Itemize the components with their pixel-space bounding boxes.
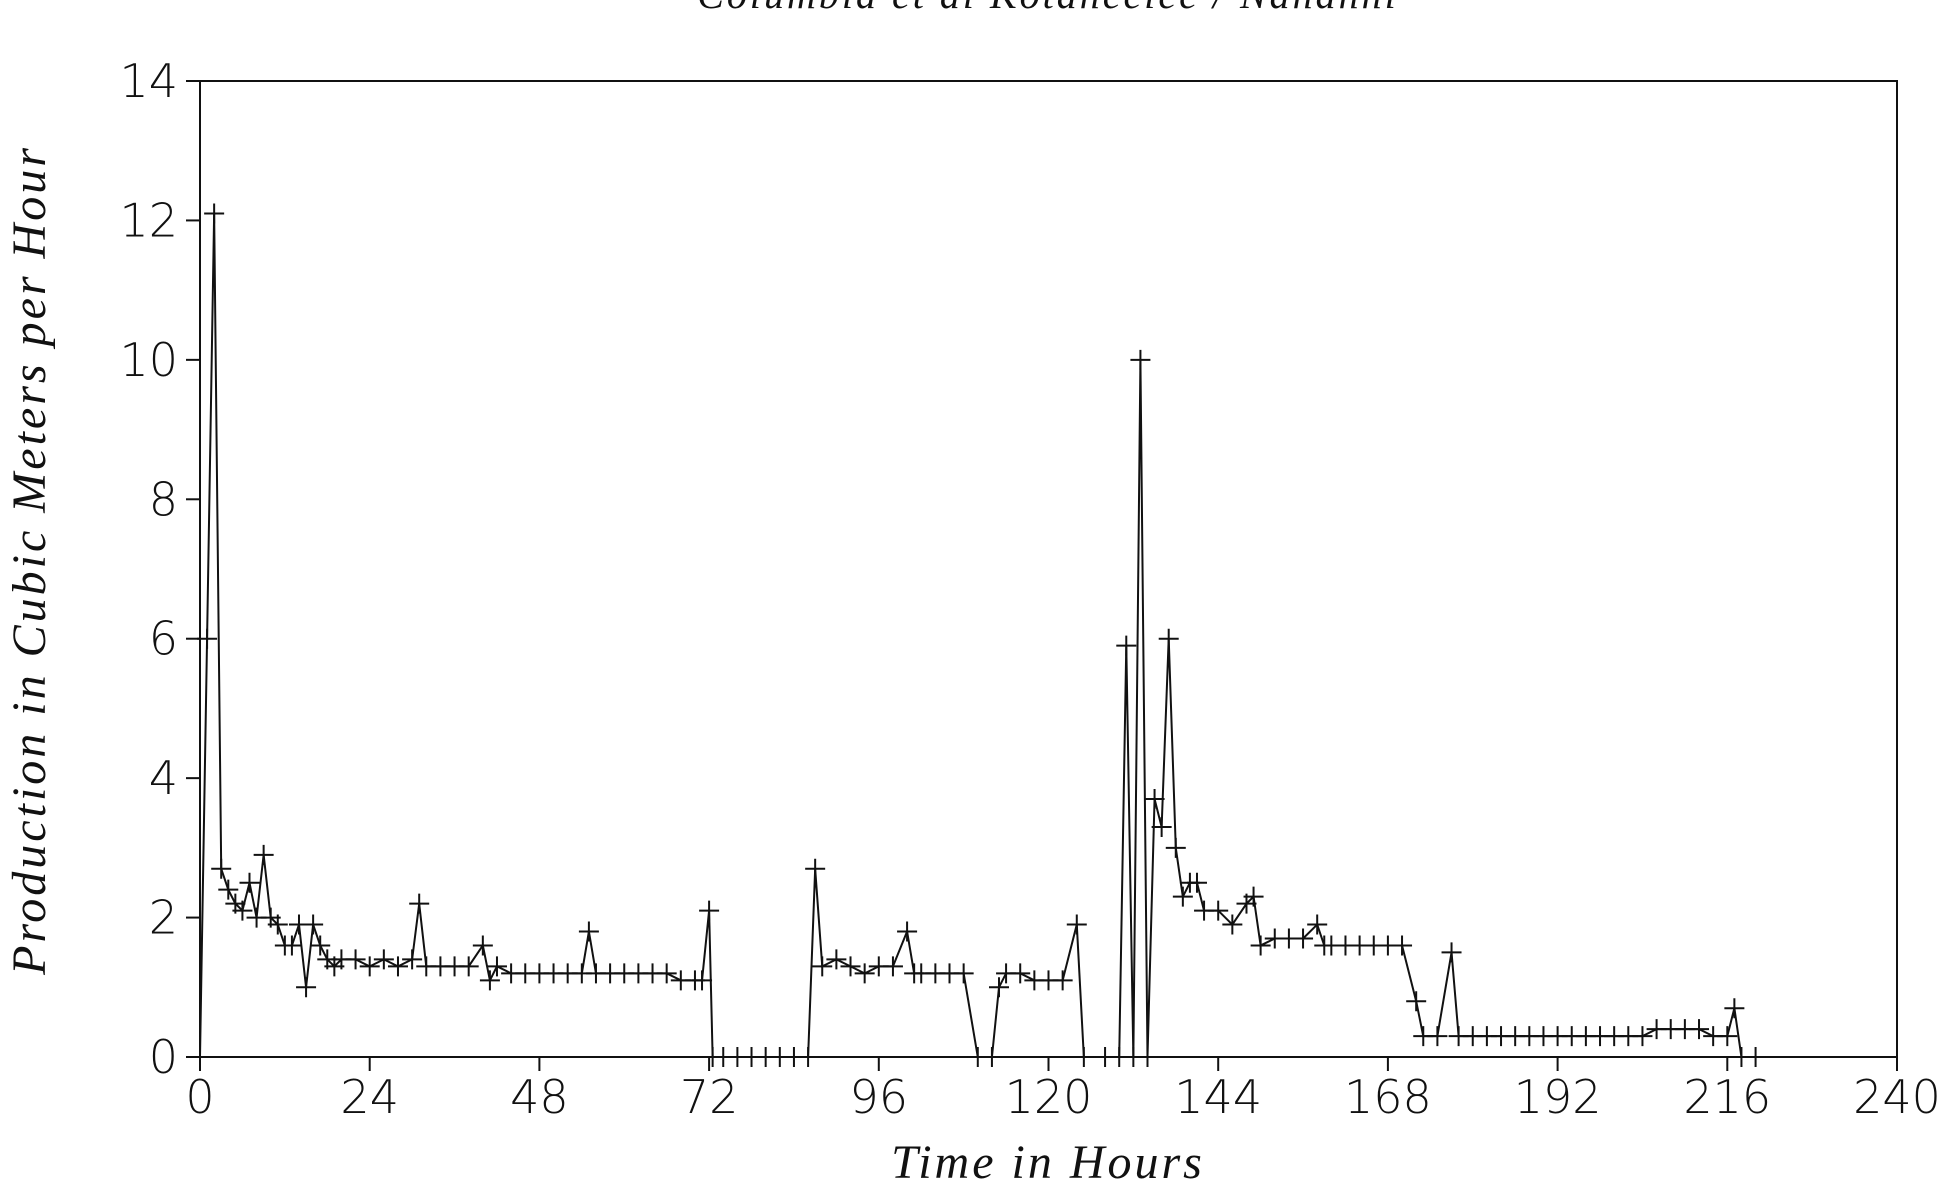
data-marker bbox=[798, 1047, 819, 1067]
data-marker bbox=[1392, 935, 1413, 956]
data-marker bbox=[1130, 349, 1151, 370]
y-tick-label: 2 bbox=[149, 891, 178, 945]
data-marker bbox=[387, 956, 408, 977]
data-marker bbox=[409, 893, 430, 914]
y-tick-label: 12 bbox=[119, 193, 178, 247]
data-marker bbox=[1066, 914, 1087, 935]
data-marker bbox=[296, 977, 317, 998]
data-marker bbox=[458, 956, 479, 977]
data-marker bbox=[1293, 928, 1314, 949]
data-marker bbox=[1427, 1026, 1448, 1047]
data-marker bbox=[239, 872, 260, 893]
data-marker bbox=[486, 956, 507, 977]
data-marker bbox=[1165, 837, 1186, 858]
data-marker bbox=[281, 935, 302, 956]
data-marker bbox=[840, 956, 861, 977]
y-axis-title: Production in Cubic Meters per Hour bbox=[3, 145, 56, 976]
y-tick-label: 8 bbox=[149, 472, 178, 526]
data-marker bbox=[826, 949, 847, 970]
data-marker bbox=[1010, 963, 1031, 984]
data-marker bbox=[1052, 970, 1073, 991]
data-marker bbox=[1717, 1026, 1738, 1047]
x-tick-label: 96 bbox=[850, 1070, 909, 1124]
x-tick-label: 240 bbox=[1853, 1070, 1941, 1124]
data-marker bbox=[1441, 942, 1462, 963]
x-tick-label: 192 bbox=[1514, 1070, 1602, 1124]
data-marker bbox=[232, 900, 253, 921]
x-tick-label: 48 bbox=[510, 1070, 569, 1124]
y-tick-label: 6 bbox=[149, 612, 178, 666]
data-marker bbox=[253, 844, 274, 865]
data-marker bbox=[1116, 635, 1137, 656]
x-tick-label: 120 bbox=[1005, 1070, 1093, 1124]
data-marker bbox=[1222, 914, 1243, 935]
y-tick-label: 10 bbox=[119, 333, 178, 387]
data-marker bbox=[218, 879, 239, 900]
x-tick-label: 144 bbox=[1174, 1070, 1262, 1124]
x-tick-label: 72 bbox=[680, 1070, 739, 1124]
data-marker bbox=[190, 1047, 210, 1067]
data-marker bbox=[1151, 816, 1172, 837]
data-marker bbox=[897, 921, 918, 942]
data-marker bbox=[310, 935, 331, 956]
chart-title: Columbia et al Kotaneelee / Nahanni bbox=[697, 0, 1399, 17]
data-marker bbox=[1208, 900, 1229, 921]
data-marker bbox=[854, 963, 875, 984]
data-marker bbox=[692, 970, 713, 991]
data-marker bbox=[1243, 886, 1264, 907]
data-marker bbox=[1137, 1047, 1158, 1067]
data-line bbox=[199, 213, 1756, 1058]
data-marker bbox=[359, 956, 380, 977]
data-marker bbox=[267, 914, 288, 935]
data-marker bbox=[812, 956, 833, 977]
data-marker bbox=[989, 977, 1009, 998]
x-axis-title: Time in Hours bbox=[891, 1136, 1205, 1189]
data-marker bbox=[1406, 991, 1427, 1012]
data-marker bbox=[1250, 935, 1271, 956]
data-marker bbox=[204, 203, 225, 224]
plot-frame bbox=[199, 80, 1898, 1058]
data-marker bbox=[1186, 872, 1207, 893]
data-marker bbox=[1689, 1019, 1710, 1040]
y-tick-label: 0 bbox=[149, 1030, 178, 1084]
data-marker bbox=[699, 900, 720, 921]
data-marker bbox=[1172, 886, 1193, 907]
data-marker bbox=[1632, 1026, 1653, 1047]
data-marker bbox=[211, 858, 232, 879]
data-marker bbox=[882, 956, 903, 977]
data-marker bbox=[345, 949, 366, 970]
data-marker bbox=[1745, 1047, 1766, 1067]
x-tick-label: 0 bbox=[185, 1070, 214, 1124]
data-marker bbox=[1724, 998, 1745, 1019]
data-marker bbox=[303, 914, 324, 935]
data-marker bbox=[805, 858, 826, 879]
data-marker bbox=[373, 949, 394, 970]
data-marker bbox=[656, 963, 677, 984]
x-tick-label: 168 bbox=[1344, 1070, 1432, 1124]
data-marker bbox=[953, 963, 974, 984]
data-marker bbox=[981, 1047, 1002, 1067]
data-marker bbox=[1073, 1047, 1094, 1067]
data-marker bbox=[1307, 914, 1328, 935]
data-marker bbox=[197, 628, 218, 649]
data-marker bbox=[578, 921, 599, 942]
y-tick-label: 14 bbox=[119, 54, 178, 108]
data-marker bbox=[472, 935, 493, 956]
data-marker bbox=[402, 949, 423, 970]
data-marker bbox=[1144, 789, 1165, 810]
x-tick-label: 216 bbox=[1683, 1070, 1771, 1124]
data-marker bbox=[1158, 628, 1179, 649]
x-tick-label: 24 bbox=[340, 1070, 399, 1124]
y-tick-label: 4 bbox=[149, 751, 178, 805]
data-marker bbox=[479, 970, 500, 991]
